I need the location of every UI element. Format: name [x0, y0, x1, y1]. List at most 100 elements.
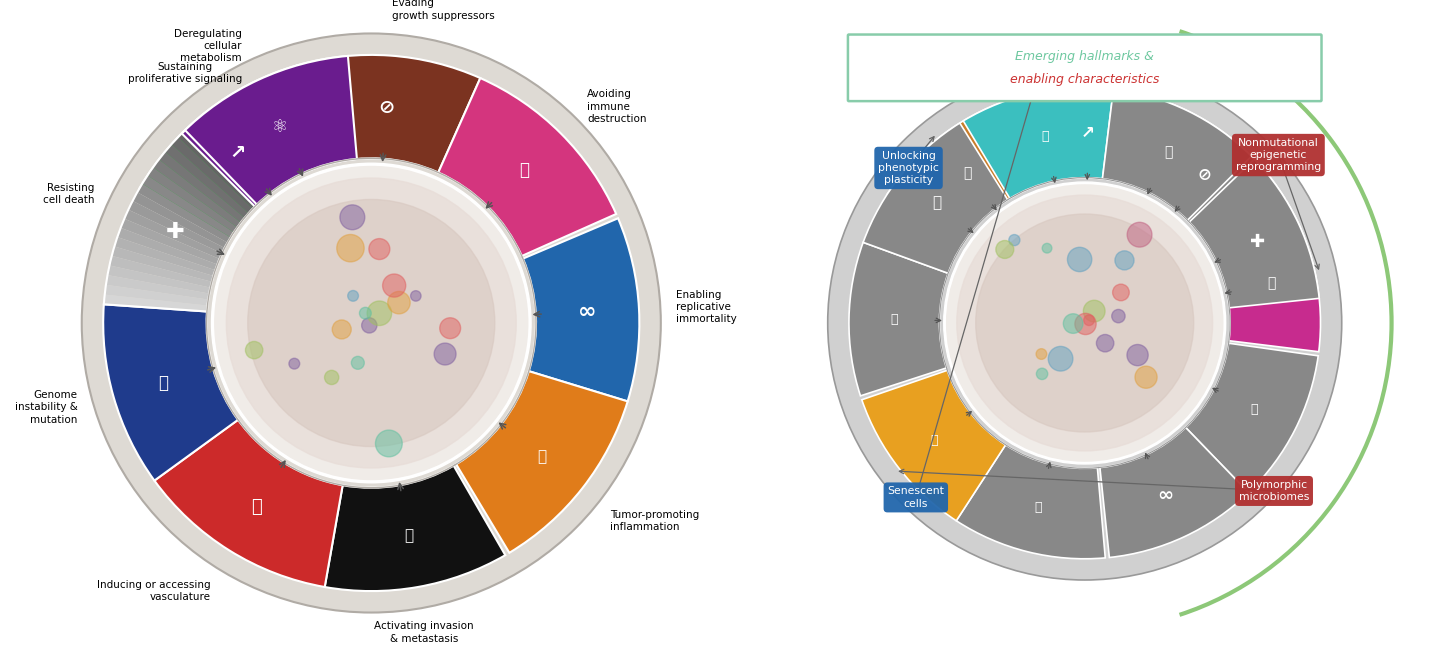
Text: Evading
growth suppressors: Evading growth suppressors — [393, 0, 495, 21]
Text: Emerging hallmarks &: Emerging hallmarks & — [1015, 50, 1155, 63]
Wedge shape — [132, 193, 227, 248]
Wedge shape — [957, 445, 1105, 559]
Text: Tumor-promoting
inflammation: Tumor-promoting inflammation — [610, 510, 699, 532]
Wedge shape — [325, 466, 505, 591]
Wedge shape — [172, 137, 252, 213]
Text: 🦀: 🦀 — [891, 313, 898, 326]
Wedge shape — [109, 256, 211, 287]
Text: ✚: ✚ — [166, 222, 185, 242]
Circle shape — [1048, 346, 1073, 371]
Text: 〰: 〰 — [932, 196, 941, 211]
Text: Polymorphic
microbiomes: Polymorphic microbiomes — [1239, 480, 1309, 502]
Circle shape — [996, 240, 1013, 258]
Circle shape — [943, 182, 1226, 464]
Text: 🦟: 🦟 — [930, 434, 938, 447]
Wedge shape — [849, 242, 948, 396]
Circle shape — [1115, 251, 1134, 270]
Text: 🔑: 🔑 — [964, 166, 971, 180]
Wedge shape — [106, 275, 210, 300]
Circle shape — [946, 185, 1223, 461]
Text: 🦠: 🦠 — [520, 161, 530, 179]
Circle shape — [1037, 368, 1048, 380]
Wedge shape — [297, 55, 480, 172]
Text: Unlocking
phenotypic
plasticity: Unlocking phenotypic plasticity — [878, 151, 939, 185]
Wedge shape — [159, 152, 245, 222]
Wedge shape — [178, 130, 256, 209]
Circle shape — [339, 205, 365, 230]
Circle shape — [1063, 314, 1083, 333]
Wedge shape — [108, 266, 211, 293]
Wedge shape — [1210, 202, 1321, 351]
Wedge shape — [523, 218, 639, 401]
Wedge shape — [1190, 159, 1319, 307]
Circle shape — [383, 274, 406, 297]
Text: Senescent
cells: Senescent cells — [887, 486, 945, 508]
Wedge shape — [863, 123, 1008, 273]
Circle shape — [1136, 366, 1158, 388]
Circle shape — [211, 163, 531, 483]
Text: Resisting
cell death: Resisting cell death — [42, 183, 95, 205]
Wedge shape — [118, 228, 217, 270]
Wedge shape — [143, 176, 234, 238]
Text: 🧬: 🧬 — [1267, 276, 1275, 291]
Wedge shape — [827, 66, 1342, 580]
Circle shape — [351, 357, 364, 370]
Text: ∞: ∞ — [578, 302, 597, 322]
Circle shape — [367, 301, 392, 326]
Wedge shape — [165, 144, 249, 218]
Text: 〰: 〰 — [1165, 145, 1172, 159]
Wedge shape — [1134, 101, 1284, 246]
Circle shape — [336, 234, 364, 262]
Text: 〰: 〰 — [252, 497, 262, 516]
Wedge shape — [862, 370, 1006, 521]
Circle shape — [411, 291, 421, 301]
Circle shape — [288, 359, 300, 369]
Circle shape — [1037, 349, 1047, 359]
Circle shape — [376, 430, 402, 457]
Wedge shape — [1099, 428, 1248, 557]
Wedge shape — [121, 219, 220, 264]
Circle shape — [246, 342, 264, 359]
Circle shape — [1127, 344, 1149, 366]
Circle shape — [248, 200, 495, 446]
Circle shape — [368, 238, 390, 260]
Circle shape — [1042, 244, 1051, 253]
Wedge shape — [82, 34, 661, 612]
Circle shape — [1083, 300, 1105, 322]
Text: Activating invasion
& metastasis: Activating invasion & metastasis — [374, 621, 473, 644]
Circle shape — [1075, 313, 1096, 335]
Wedge shape — [964, 87, 1114, 198]
Wedge shape — [105, 285, 208, 306]
Wedge shape — [1102, 89, 1252, 220]
Circle shape — [215, 167, 527, 479]
Wedge shape — [1012, 87, 1165, 187]
Wedge shape — [140, 65, 326, 240]
Wedge shape — [124, 210, 221, 259]
Wedge shape — [1185, 343, 1318, 493]
Wedge shape — [103, 304, 237, 481]
Wedge shape — [154, 420, 342, 587]
Text: Sustaining
proliferative signaling: Sustaining proliferative signaling — [128, 62, 242, 84]
Circle shape — [348, 291, 358, 301]
Wedge shape — [147, 167, 237, 233]
Wedge shape — [128, 201, 224, 253]
Text: ∞: ∞ — [1158, 486, 1174, 505]
Circle shape — [332, 320, 351, 339]
Wedge shape — [153, 160, 240, 227]
Circle shape — [957, 195, 1213, 451]
Circle shape — [387, 291, 411, 314]
Circle shape — [1112, 309, 1125, 323]
Wedge shape — [438, 78, 616, 256]
Text: ⊘: ⊘ — [379, 98, 395, 117]
Wedge shape — [137, 183, 230, 243]
Text: enabling characteristics: enabling characteristics — [1010, 73, 1159, 86]
Text: Deregulating
cellular
metabolism: Deregulating cellular metabolism — [175, 28, 242, 63]
Wedge shape — [456, 371, 628, 553]
Circle shape — [1127, 222, 1152, 247]
Circle shape — [1083, 315, 1095, 326]
Circle shape — [1067, 247, 1092, 272]
Circle shape — [1096, 335, 1114, 352]
Text: ✚: ✚ — [1249, 233, 1265, 251]
Wedge shape — [887, 100, 1037, 244]
Circle shape — [976, 214, 1194, 432]
